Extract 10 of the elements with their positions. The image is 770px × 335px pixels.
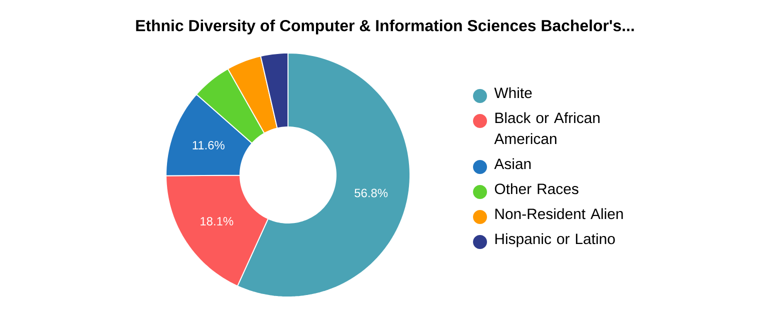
- data-label: 11.6%: [192, 140, 224, 150]
- data-label: 56.8%: [354, 188, 388, 198]
- legend-label: Hispanic or Latino: [495, 233, 615, 248]
- legend-label: Non-Resident Alien: [495, 208, 623, 220]
- data-label: 18.1%: [200, 216, 234, 226]
- legend-label: Asian: [494, 158, 531, 170]
- chart-title: Ethnic Diversity of Computer & Information Sciences Bachelor's...: [136, 20, 634, 34]
- legend-label: Other Races: [494, 183, 578, 194]
- legend-label: White: [494, 87, 532, 98]
- legend-label: Black or African American: [494, 112, 600, 144]
